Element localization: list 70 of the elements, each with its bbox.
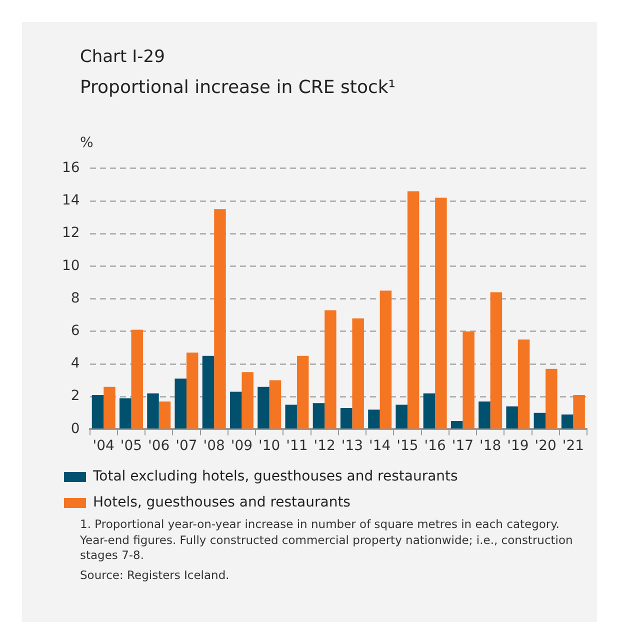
bar bbox=[104, 386, 116, 428]
chart-subtitle: Proportional increase in CRE stock¹ bbox=[80, 77, 396, 98]
x-tick-label: '16 bbox=[424, 438, 446, 454]
x-tick-label: '06 bbox=[148, 438, 170, 454]
x-tick-label: '17 bbox=[452, 438, 474, 454]
y-tick-label: 16 bbox=[62, 160, 80, 176]
legend-label: Hotels, guesthouses and restaurants bbox=[93, 494, 350, 511]
x-tick-label: '08 bbox=[203, 438, 225, 454]
x-tick-label: '11 bbox=[286, 438, 308, 454]
bar bbox=[352, 318, 364, 428]
bar bbox=[561, 414, 574, 428]
bar bbox=[478, 401, 490, 428]
bar bbox=[230, 392, 242, 428]
x-tick-label: '15 bbox=[396, 438, 418, 454]
y-tick-label: 10 bbox=[62, 258, 80, 274]
bar bbox=[312, 403, 325, 428]
x-tick-label: '14 bbox=[369, 438, 391, 454]
y-tick-label: 12 bbox=[62, 225, 80, 242]
y-tick-label: 4 bbox=[70, 356, 80, 372]
bar bbox=[131, 330, 143, 428]
bar bbox=[423, 393, 436, 428]
text: 1. Proportional year-on-year increase in number of square metres in each category. Year-end figures. Fully constructed commercial property nationwide; i.e., construction stages 7-8. bbox=[80, 517, 574, 564]
legend-label: Total excluding hotels, guesthouses and restaurants bbox=[92, 468, 458, 485]
bar bbox=[546, 368, 558, 428]
x-tick-label: '04 bbox=[92, 438, 115, 454]
chart-title: Chart I-29 bbox=[80, 47, 165, 67]
bar bbox=[202, 356, 214, 428]
bar bbox=[92, 394, 104, 428]
y-tick-label: 0 bbox=[70, 420, 80, 437]
y-axis-title: % bbox=[80, 135, 94, 151]
y-tick-label: 8 bbox=[70, 290, 80, 306]
bar bbox=[174, 378, 186, 428]
bar bbox=[258, 386, 270, 428]
bar bbox=[368, 410, 380, 428]
x-tick-label: '13 bbox=[341, 438, 364, 454]
bar bbox=[214, 209, 226, 428]
bar bbox=[380, 290, 392, 428]
x-tick-label: '05 bbox=[120, 438, 142, 454]
bar bbox=[435, 198, 447, 428]
bar bbox=[534, 412, 546, 428]
bar bbox=[269, 380, 282, 428]
bar bbox=[296, 356, 309, 428]
bar bbox=[450, 421, 463, 428]
source-note: Source: Registers Iceland. bbox=[80, 568, 230, 584]
bar bbox=[120, 398, 132, 428]
x-tick-label: '21 bbox=[562, 438, 584, 454]
x-tick-label: '18 bbox=[479, 438, 502, 454]
bar bbox=[490, 292, 502, 428]
x-tick-label: '07 bbox=[176, 438, 198, 454]
bar bbox=[147, 393, 159, 428]
bar bbox=[573, 394, 585, 428]
y-tick-label: 14 bbox=[62, 192, 80, 209]
bar bbox=[407, 191, 420, 428]
x-tick-label: '19 bbox=[507, 438, 529, 454]
y-tick-label: 6 bbox=[70, 323, 80, 340]
y-tick-label: 2 bbox=[70, 388, 80, 404]
bar bbox=[340, 408, 352, 428]
bar bbox=[186, 352, 198, 428]
x-tick-label: '10 bbox=[258, 438, 280, 454]
x-tick-label: '12 bbox=[314, 438, 336, 454]
x-tick-label: '20 bbox=[534, 438, 556, 454]
bar bbox=[506, 406, 518, 428]
x-tick-label: '09 bbox=[230, 438, 253, 454]
bar bbox=[285, 404, 297, 428]
bar bbox=[324, 310, 336, 428]
bar bbox=[242, 372, 254, 428]
bar bbox=[462, 331, 474, 428]
bar bbox=[158, 401, 171, 428]
bar bbox=[396, 404, 408, 428]
bar bbox=[518, 340, 530, 428]
